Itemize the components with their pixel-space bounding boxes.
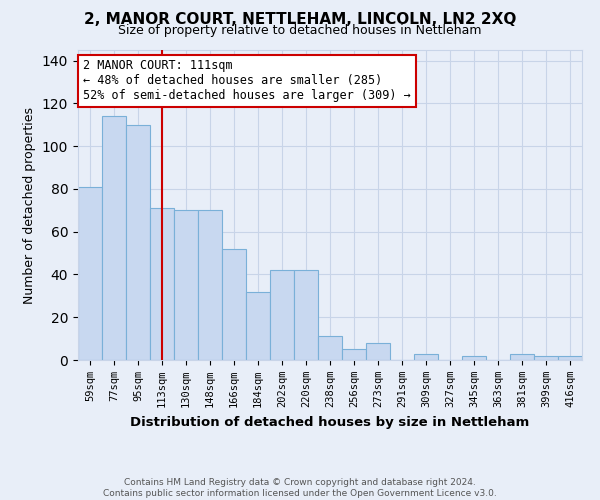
Bar	[366, 343, 390, 360]
Bar	[222, 249, 246, 360]
Y-axis label: Number of detached properties: Number of detached properties	[23, 106, 37, 304]
Bar	[246, 292, 270, 360]
Bar	[462, 356, 486, 360]
Bar	[318, 336, 342, 360]
X-axis label: Distribution of detached houses by size in Nettleham: Distribution of detached houses by size …	[130, 416, 530, 428]
Bar	[270, 270, 294, 360]
Bar	[78, 187, 102, 360]
Bar	[294, 270, 318, 360]
Bar	[510, 354, 534, 360]
Bar	[198, 210, 222, 360]
Bar	[342, 350, 366, 360]
Bar	[102, 116, 126, 360]
Bar	[126, 125, 150, 360]
Bar	[414, 354, 438, 360]
Text: 2, MANOR COURT, NETTLEHAM, LINCOLN, LN2 2XQ: 2, MANOR COURT, NETTLEHAM, LINCOLN, LN2 …	[84, 12, 516, 28]
Bar	[534, 356, 558, 360]
Text: Contains HM Land Registry data © Crown copyright and database right 2024.
Contai: Contains HM Land Registry data © Crown c…	[103, 478, 497, 498]
Bar	[174, 210, 198, 360]
Text: Size of property relative to detached houses in Nettleham: Size of property relative to detached ho…	[118, 24, 482, 37]
Text: 2 MANOR COURT: 111sqm
← 48% of detached houses are smaller (285)
52% of semi-det: 2 MANOR COURT: 111sqm ← 48% of detached …	[83, 60, 411, 102]
Bar	[558, 356, 582, 360]
Bar	[150, 208, 174, 360]
